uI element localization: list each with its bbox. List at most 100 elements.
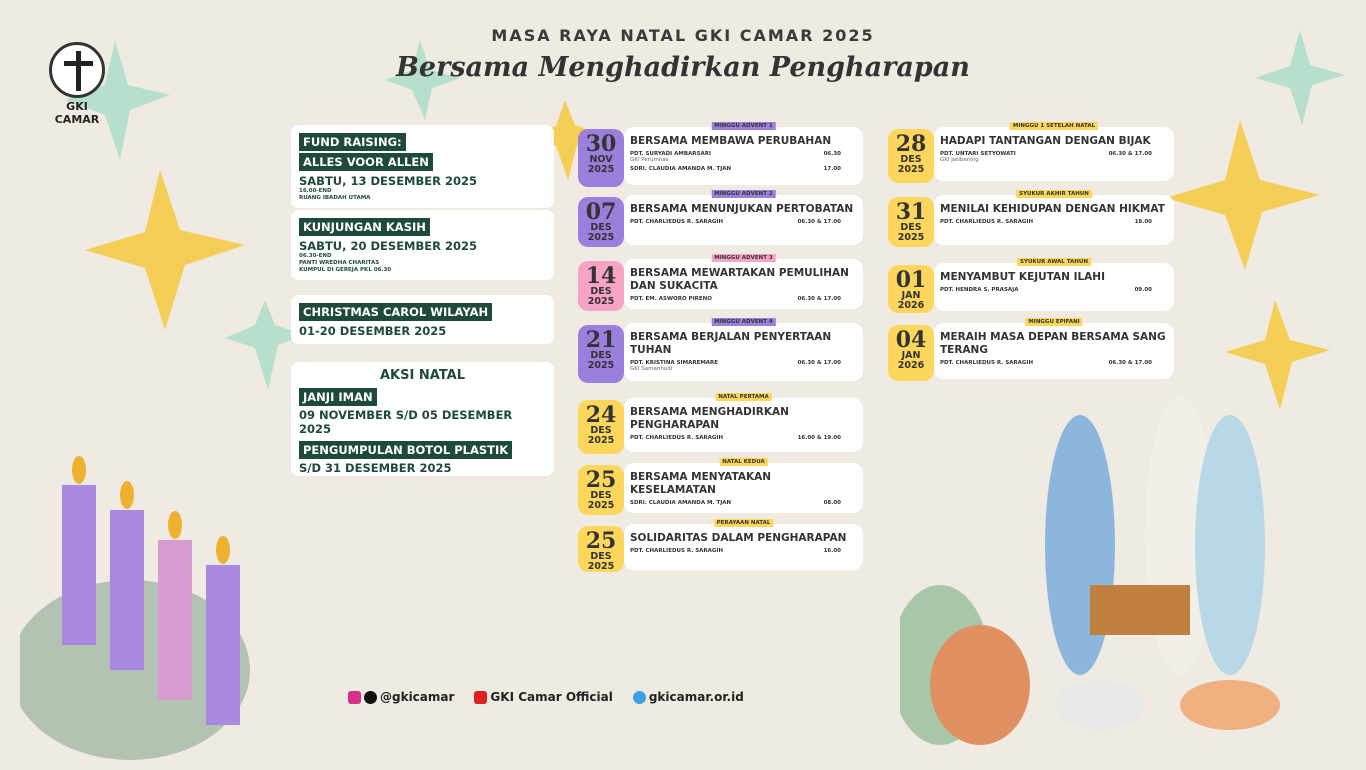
service-date-badge: 31 DES 2025 xyxy=(888,197,934,247)
service-title: BERSAMA BERJALAN PENYERTAAN TUHAN xyxy=(630,331,832,356)
event-detail: 16.00-END xyxy=(299,188,332,194)
event-date: 01-20 DESEMBER 2025 xyxy=(299,324,447,338)
service-preacher-row: PDT. SURYADI AMBARSARI 06.30 xyxy=(630,151,857,157)
service-tag: MINGGU ADVENT 1 xyxy=(711,122,776,130)
youtube-icon xyxy=(474,691,488,704)
preacher-name: PDT. HENDRA S. PRASAJA xyxy=(940,287,1019,293)
service-date-badge: 24 DES 2025 xyxy=(578,400,624,454)
service-card: PERAYAAN NATAL SOLIDARITAS DALAM PENGHAR… xyxy=(624,519,863,570)
service-date-badge: 04 JAN 2026 xyxy=(888,325,934,381)
preacher-church: GKI Samanhudi xyxy=(630,366,673,372)
preacher-name: PDT. EM. ASWORO PIRENO xyxy=(630,296,712,302)
service-title: BERSAMA MEWARTAKAN PEMULIHAN DAN SUKACIT… xyxy=(630,267,849,292)
service-tag: MINGGU ADVENT 4 xyxy=(711,318,776,326)
preacher-name: PDT. CHARLIEDUS R. SARAGIH xyxy=(630,548,724,554)
service-day: 31 xyxy=(895,199,927,225)
service-tag: MINGGU 1 SETELAH NATAL xyxy=(1009,122,1099,130)
event-title: CHRISTMAS CAROL WILAYAH xyxy=(299,303,493,321)
service-time: 08.00 xyxy=(823,500,841,506)
service-year: 2025 xyxy=(587,296,615,307)
service-year: 2025 xyxy=(587,435,615,446)
aksi-natal-card: AKSI NATAL JANJI IMAN 09 NOVEMBER S/D 05 D… xyxy=(291,362,554,476)
aksi-label: JANJI IMAN xyxy=(299,388,377,406)
service-year: 2026 xyxy=(897,360,925,371)
preacher-church: GKI Perumnas xyxy=(630,157,669,163)
service-card: MINGGU 1 SETELAH NATAL HADAPI TANTANGAN … xyxy=(934,122,1174,181)
event-title: FUND RAISING: xyxy=(299,133,406,151)
event-card: KUNJUNGAN KASIH SABTU, 20 DESEMBER 2025 06… xyxy=(291,210,554,280)
service-tag: MINGGU ADVENT 2 xyxy=(711,190,776,198)
church-logo: GKI CAMAR xyxy=(44,42,110,126)
service-preacher-row: PDT. CHARLIEDUS R. SARAGIH 06.30 & 17.00 xyxy=(630,219,857,225)
service-time: 16.00 xyxy=(823,548,841,554)
service-card: MINGGU ADVENT 1 BERSAMA MEMBAWA PERUBAHA… xyxy=(624,122,863,185)
event-detail: KUMPUL DI GEREJA PKL 06.30 xyxy=(299,267,392,273)
page-subtitle: Bersama Menghadirkan Pengharapan xyxy=(396,52,970,83)
service-time: 16.00 & 19.00 xyxy=(797,435,841,441)
instagram-handle: @gkicamar xyxy=(380,690,455,704)
social-instagram-tiktok[interactable]: @gkicamar xyxy=(348,690,454,704)
service-card: MINGGU ADVENT 3 BERSAMA MEWARTAKAN PEMUL… xyxy=(624,254,863,309)
service-preacher-row: PDT. UNTARI SETYOWATI 06.30 & 17.00 xyxy=(940,151,1168,157)
service-time: 06.30 & 17.00 xyxy=(797,219,841,225)
service-card: MINGGU EPIFANI MERAIH MASA DEPAN BERSAMA… xyxy=(934,318,1174,379)
preacher-name: PDT. KRISTINA SIMAREMARE xyxy=(630,360,719,366)
service-date-badge: 25 DES 2025 xyxy=(578,465,624,515)
service-preacher-row: SDRI. CLAUDIA AMANDA M. TJAN 08.00 xyxy=(630,500,857,506)
service-title: HADAPI TANTANGAN DENGAN BIJAK xyxy=(940,135,1151,147)
service-title: MENILAI KEHIDUPAN DENGAN HIKMAT xyxy=(940,203,1165,215)
service-month: JAN xyxy=(901,350,921,361)
preacher-name: PDT. CHARLIEDUS R. SARAGIH xyxy=(630,219,724,225)
service-time: 06.30 & 17.00 xyxy=(1108,360,1152,366)
event-detail: PANTI WREDHA CHARITAS xyxy=(299,260,380,266)
service-time: 06.30 & 17.00 xyxy=(797,360,841,366)
aksi-date: 09 NOVEMBER S/D 05 DESEMBER 2025 xyxy=(299,408,513,436)
service-year: 2025 xyxy=(897,164,925,175)
service-title: MERAIH MASA DEPAN BERSAMA SANG TERANG xyxy=(940,331,1166,356)
service-month: DES xyxy=(900,154,922,165)
service-year: 2025 xyxy=(587,232,615,243)
service-preacher-row: PDT. CHARLIEDUS R. SARAGIH 06.30 & 17.00 xyxy=(940,360,1168,366)
service-date-badge: 21 DES 2025 xyxy=(578,325,624,383)
event-title: KUNJUNGAN KASIH xyxy=(299,218,430,236)
service-tag: SYUKUR AKHIR TAHUN xyxy=(1016,190,1092,198)
service-month: DES xyxy=(590,490,612,501)
service-date-badge: 25 DES 2025 xyxy=(578,526,624,572)
service-year: 2025 xyxy=(587,500,615,511)
globe-icon xyxy=(632,691,646,704)
social-youtube[interactable]: GKI Camar Official xyxy=(474,690,613,704)
service-year: 2025 xyxy=(587,360,615,371)
service-day: 21 xyxy=(585,327,617,353)
service-preacher-row: PDT. CHARLIEDUS R. SARAGIH 16.00 & 19.00 xyxy=(630,435,857,441)
service-date-badge: 30 NOV 2025 xyxy=(578,129,624,187)
social-website[interactable]: gkicamar.or.id xyxy=(632,690,744,704)
service-month: NOV xyxy=(589,154,613,165)
service-preacher-row: SDRI. CLAUDIA AMANDA M. TJAN 17.00 xyxy=(630,166,857,172)
service-time: 06.30 xyxy=(823,151,841,157)
service-preacher-row: PDT. KRISTINA SIMAREMARE 06.30 & 17.00 xyxy=(630,360,857,366)
service-title: BERSAMA MENYATAKAN KESELAMATAN xyxy=(630,471,772,496)
service-month: DES xyxy=(590,286,612,297)
page-title: MASA RAYA NATAL GKI CAMAR 2025 xyxy=(491,26,875,45)
service-year: 2025 xyxy=(897,232,925,243)
service-month: DES xyxy=(590,350,612,361)
cross-icon xyxy=(49,42,105,98)
service-title: SOLIDARITAS DALAM PENGHARAPAN xyxy=(630,532,847,544)
service-title: BERSAMA MENGHADIRKAN PENGHARAPAN xyxy=(630,406,789,431)
service-day: 24 xyxy=(585,402,617,428)
service-time: 09.00 xyxy=(1134,287,1152,293)
preacher-church: GKI Jatibening xyxy=(940,157,979,163)
service-tag: SYUKUR AWAL TAHUN xyxy=(1017,258,1091,266)
service-day: 04 xyxy=(895,327,927,353)
event-card: FUND RAISING: ALLES VOOR ALLEN SABTU, 13 D… xyxy=(291,125,554,208)
service-card: NATAL PERTAMA BERSAMA MENGHADIRKAN PENGH… xyxy=(624,393,863,452)
aksi-title: AKSI NATAL xyxy=(380,368,465,383)
service-month: DES xyxy=(900,222,922,233)
service-tag: MINGGU EPIFANI xyxy=(1025,318,1083,326)
preacher-name: SDRI. CLAUDIA AMANDA M. TJAN xyxy=(630,500,732,506)
service-preacher-row: PDT. EM. ASWORO PIRENO 06.30 & 17.00 xyxy=(630,296,857,302)
website-url: gkicamar.or.id xyxy=(648,690,744,704)
service-preacher-row: PDT. CHARLIEDUS R. SARAGIH 18.00 xyxy=(940,219,1168,225)
social-footer: @gkicamar GKI Camar Official gkicamar.or… xyxy=(348,690,744,704)
